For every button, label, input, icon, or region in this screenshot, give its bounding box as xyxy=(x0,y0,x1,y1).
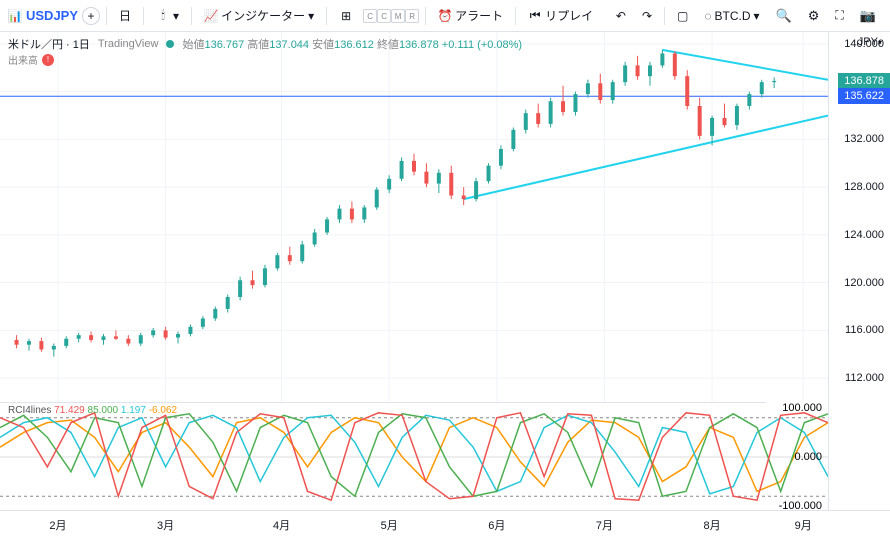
time-label: 2月 xyxy=(49,517,66,533)
volume-error-icon: ! xyxy=(42,54,54,66)
fullscreen-button[interactable]: ⛶ xyxy=(829,5,849,26)
indicator-svg xyxy=(0,403,828,511)
volume-info: 出来高 ! xyxy=(8,52,54,67)
quick-btn-c[interactable]: C xyxy=(363,9,377,23)
price-tag: 135.622 xyxy=(838,88,890,104)
top-toolbar: 📊 USDJPY + 日 🕯▾ 📈インジケーター▾ ⊞ CCMR ⏰アラート ⏮… xyxy=(0,0,890,32)
price-label: 140.000 xyxy=(840,37,888,51)
time-label: 3月 xyxy=(157,517,174,533)
indicator-icon: 📈 xyxy=(204,9,218,23)
price-tag: 136.878 xyxy=(838,73,890,89)
undo-button[interactable]: ↶ xyxy=(610,6,632,26)
quick-btn-r[interactable]: R xyxy=(405,9,419,23)
btc-icon: ◌ xyxy=(704,9,711,23)
time-label: 7月 xyxy=(596,517,613,533)
replay-button[interactable]: ⏮リプレイ xyxy=(522,4,599,27)
quick-btn-c[interactable]: C xyxy=(377,9,391,23)
price-label: 120.000 xyxy=(840,276,888,290)
price-label: 124.000 xyxy=(840,228,888,242)
alert-button[interactable]: ⏰アラート xyxy=(432,4,509,27)
chart-area: 米ドル／円 · 1日 TradingView 始値136.767 高値137.0… xyxy=(0,32,890,510)
price-label: 112.000 xyxy=(841,371,888,385)
price-label: 116.000 xyxy=(841,323,888,337)
time-label: 4月 xyxy=(273,517,290,533)
symbol-info: 米ドル／円 · 1日 TradingView 始値136.767 高値137.0… xyxy=(8,36,522,52)
symbol-name[interactable]: USDJPY xyxy=(26,8,78,23)
snapshot-button[interactable]: 📷 xyxy=(854,5,882,27)
indicator-axis: 100.0000.000-100.000 xyxy=(766,403,828,510)
indicator-axis-label: 0.000 xyxy=(790,450,826,464)
ohlc-values: 始値136.767 高値137.044 安値136.612 終値136.878 … xyxy=(182,36,522,52)
chart-type-selector[interactable]: 🕯▾ xyxy=(150,6,185,26)
price-chart-svg xyxy=(0,32,828,402)
replay-icon: ⏮ xyxy=(528,9,542,23)
indicator-title: RCI4lines 71.429 85.000 1.197 -6.062 xyxy=(8,405,177,416)
search-button[interactable]: 🔍 xyxy=(770,5,798,27)
time-label: 9月 xyxy=(795,517,812,533)
settings-button[interactable]: ⚙ xyxy=(802,5,826,27)
price-label: 132.000 xyxy=(840,132,888,146)
indicator-axis-label: 100.000 xyxy=(778,401,826,415)
add-symbol-button[interactable]: + xyxy=(82,7,100,25)
time-label: 5月 xyxy=(381,517,398,533)
candle-icon: 🕯 xyxy=(156,9,170,23)
indicator-pane[interactable]: RCI4lines 71.429 85.000 1.197 -6.062 100… xyxy=(0,402,766,510)
alert-icon: ⏰ xyxy=(438,9,452,23)
main-chart[interactable]: 米ドル／円 · 1日 TradingView 始値136.767 高値137.0… xyxy=(0,32,828,510)
compare-button[interactable]: ◌BTC.D▾ xyxy=(698,6,765,26)
status-dot xyxy=(166,40,174,48)
time-label: 6月 xyxy=(488,517,505,533)
price-label: 128.000 xyxy=(840,180,888,194)
grid-icon: ⊞ xyxy=(339,9,353,23)
logo-icon: 📊 xyxy=(8,9,22,23)
templates-button[interactable]: ⊞ xyxy=(333,6,359,26)
time-label: 8月 xyxy=(704,517,721,533)
layout-button[interactable]: ▢ xyxy=(671,6,694,26)
indicators-button[interactable]: 📈インジケーター▾ xyxy=(198,4,320,27)
interval-selector[interactable]: 日 xyxy=(113,4,137,27)
time-axis[interactable]: 2月 3月 4月 5月 6月 7月 8月 9月 xyxy=(0,510,890,538)
quick-buttons: CCMR xyxy=(363,8,419,24)
redo-button[interactable]: ↷ xyxy=(636,6,658,26)
quick-btn-m[interactable]: M xyxy=(391,9,405,23)
price-axis[interactable]: JPY▾ 140.000132.000128.000124.000120.000… xyxy=(828,32,890,510)
